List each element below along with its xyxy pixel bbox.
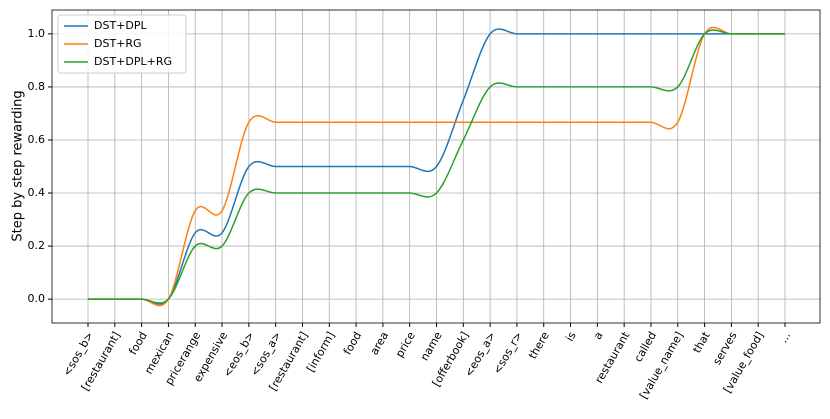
plot-frame <box>51 9 821 324</box>
x-tick-label: that <box>690 329 713 355</box>
series-line <box>88 29 785 304</box>
series-line <box>88 26 785 307</box>
series-line <box>88 28 785 305</box>
x-tick-label: serves <box>710 329 739 367</box>
legend-label: DST+RG <box>94 37 142 50</box>
y-axis-label: Step by step rewarding <box>11 90 26 241</box>
x-tick-label: area <box>368 330 392 358</box>
y-tick-label: 0.6 <box>28 133 46 146</box>
x-tick-label: there <box>526 329 552 361</box>
y-tick-label: 0.2 <box>28 239 46 252</box>
legend-box <box>57 14 187 74</box>
x-tick-label: ... <box>777 330 794 346</box>
x-tick-label: is <box>563 329 579 343</box>
x-tick-label: called <box>632 330 660 365</box>
y-tick-label: 0.8 <box>28 80 46 93</box>
y-tick-label: 0.4 <box>28 186 46 199</box>
y-tick-label: 1.0 <box>28 27 46 40</box>
x-tick-label: a <box>591 330 606 342</box>
legend-label: DST+DPL <box>94 19 147 32</box>
x-tick-label: food <box>126 330 149 358</box>
legend-label: DST+DPL+RG <box>94 55 172 68</box>
x-tick-label: price <box>393 329 418 359</box>
x-tick-label: name <box>418 329 445 363</box>
x-tick-label: food <box>341 330 364 358</box>
y-tick-label: 0.0 <box>28 292 46 305</box>
